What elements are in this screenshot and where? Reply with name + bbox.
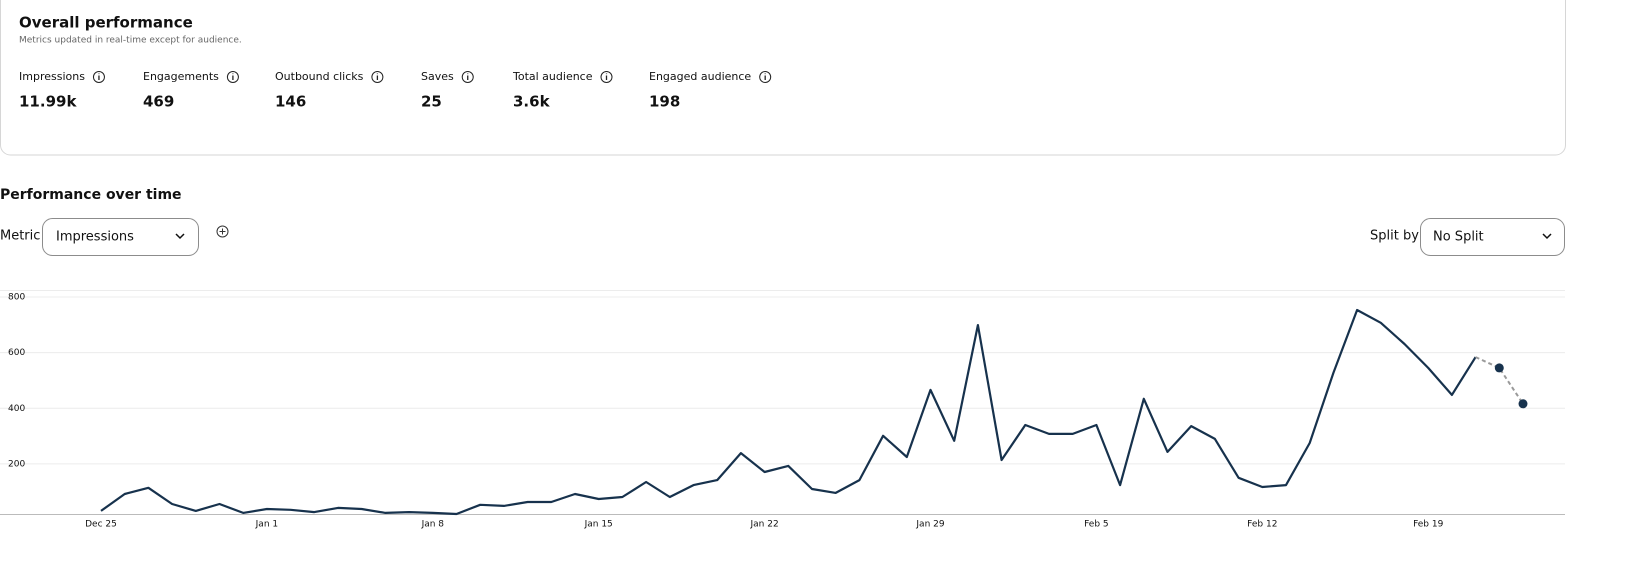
split-label: Split by xyxy=(1370,229,1419,244)
chevron xyxy=(175,233,185,240)
info-circle xyxy=(461,71,474,83)
add-metric-button[interactable] xyxy=(216,225,229,238)
y-tick-label: 200 xyxy=(8,459,25,469)
dropdown-box[interactable] xyxy=(42,218,199,256)
metric-value: 11.99k xyxy=(19,93,77,111)
y-tick-label: 800 xyxy=(8,292,25,302)
metric-value: 469 xyxy=(143,93,174,111)
metric-label: Metric xyxy=(0,229,40,244)
x-tick-label: Jan 15 xyxy=(584,520,613,530)
plus xyxy=(219,228,226,235)
chart: 200 400 600 800 Dec 25 Jan 1 Jan 8 Jan 15 Jan 22… xyxy=(0,290,1565,530)
chevron xyxy=(1542,233,1552,240)
info-circle xyxy=(226,71,239,83)
info-icon[interactable] xyxy=(92,71,105,83)
card-subtitle: Metrics updated in real-time except for … xyxy=(19,36,242,46)
metric-label: Outbound clicks xyxy=(275,70,364,83)
info-circle xyxy=(759,71,772,83)
metric-dropdown[interactable]: Impressions xyxy=(42,218,199,256)
metric-label: Saves xyxy=(421,70,454,83)
info-icon[interactable] xyxy=(461,71,474,83)
dropdown-value[interactable]: No Split xyxy=(1433,230,1484,245)
metric-value: 25 xyxy=(421,93,442,111)
split-dropdown[interactable]: No Split xyxy=(1420,218,1565,256)
info-circle xyxy=(371,71,384,83)
x-tick-label: Feb 19 xyxy=(1413,520,1444,530)
metric-value: 198 xyxy=(649,93,680,111)
metric-label: Impressions xyxy=(19,70,85,83)
x-tick-label: Feb 12 xyxy=(1247,520,1277,530)
info-icon[interactable] xyxy=(226,71,239,83)
metric-label: Engagements xyxy=(143,70,219,83)
section-title: Performance over time xyxy=(0,187,182,203)
y-tick-label: 600 xyxy=(8,348,25,358)
metric-label: Total audience xyxy=(512,70,593,83)
overview-card xyxy=(0,0,1566,156)
data-point xyxy=(1494,363,1504,373)
x-tick-label: Feb 5 xyxy=(1084,520,1109,530)
metric-value: 146 xyxy=(275,93,306,111)
x-tick-label: Dec 25 xyxy=(85,520,117,530)
info-circle xyxy=(92,71,105,83)
estimate-line xyxy=(1475,356,1524,405)
card-title: Overall performance xyxy=(19,14,193,32)
x-tick-label: Jan 29 xyxy=(915,520,944,530)
dropdown-value[interactable]: Impressions xyxy=(56,230,134,245)
x-tick-label: Jan 8 xyxy=(421,520,445,530)
dropdown-box[interactable] xyxy=(1420,218,1565,256)
info-icon[interactable] xyxy=(759,71,772,83)
x-tick-label: Jan 1 xyxy=(255,520,278,530)
metrics: Impressions 11.99k Engagements 469 Outbound … xyxy=(19,70,772,111)
metric-value: 3.6k xyxy=(513,93,551,111)
info-icon[interactable] xyxy=(371,71,384,83)
metric-label: Engaged audience xyxy=(649,70,751,83)
info-circle xyxy=(600,71,613,83)
y-tick-label: 400 xyxy=(8,404,25,414)
data-point xyxy=(1518,399,1528,409)
x-tick-label: Jan 22 xyxy=(750,520,779,530)
info-icon[interactable] xyxy=(600,71,613,83)
data-line xyxy=(100,308,1477,516)
plus-circle[interactable] xyxy=(216,225,229,238)
